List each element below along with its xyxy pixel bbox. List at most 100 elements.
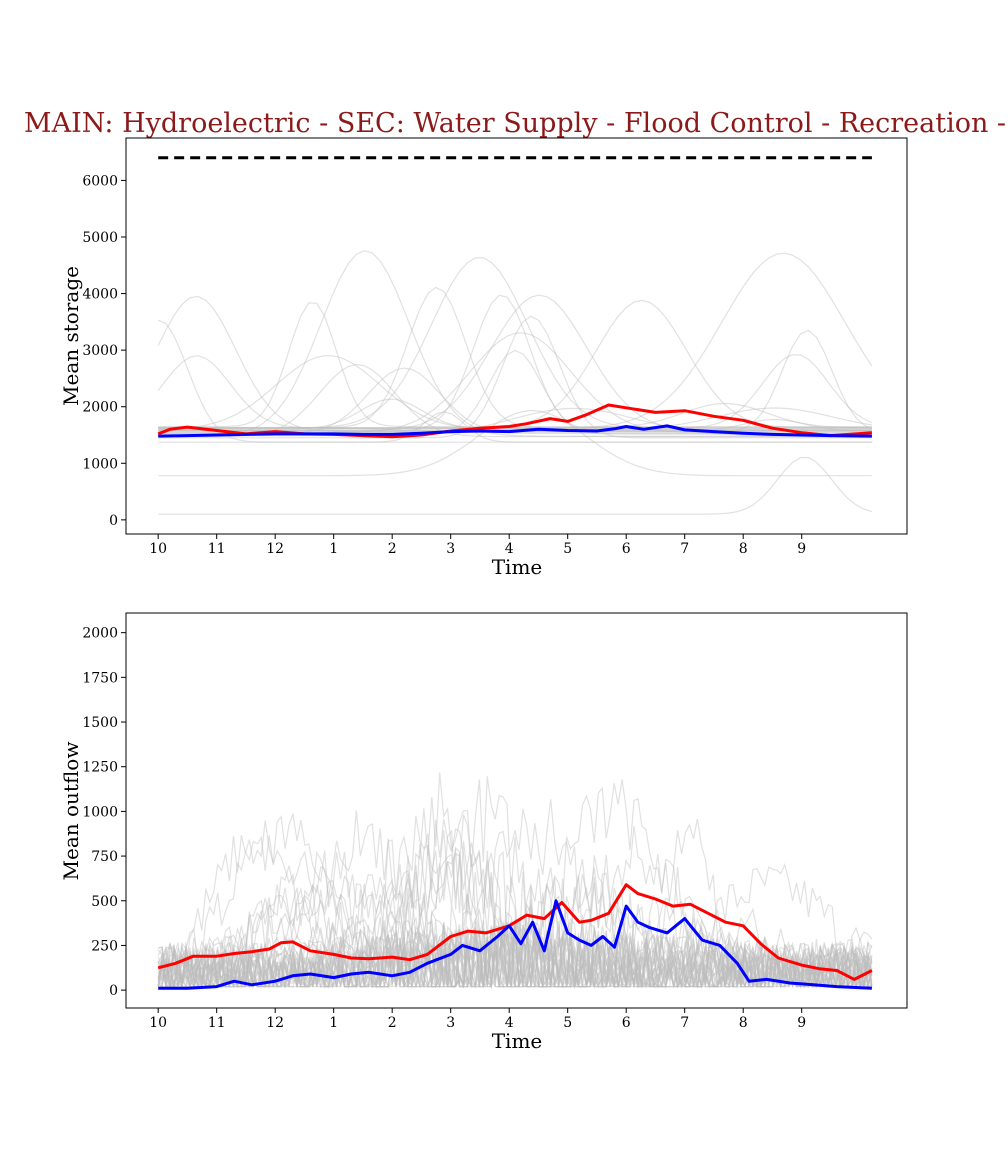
x-tick-label: 5 — [563, 1015, 572, 1031]
storage-ensemble-trace — [158, 252, 873, 430]
x-tick-label: 11 — [208, 1015, 226, 1031]
storage-panel: 10 11 12 1 2 3 4 5 6 7 8 9 010002000300040005000600… — [59, 137, 908, 579]
outflow-ensemble-trace — [157, 813, 873, 989]
storage-ensemble-trace — [158, 411, 872, 443]
outflow-ensemble-trace — [157, 874, 873, 989]
x-tick-label: 1 — [329, 1015, 338, 1031]
storage-ensemble-trace — [158, 403, 872, 429]
storage-median-line — [158, 424, 872, 438]
y-tick-label: 0 — [109, 983, 118, 999]
outflow-ensemble-trace — [158, 829, 873, 989]
x-tick-label: 3 — [446, 1015, 455, 1031]
outflow-ensemble-trace — [157, 779, 873, 989]
outflow-ensemble-trace — [157, 862, 873, 989]
outflow-ensemble-trace — [157, 850, 873, 988]
outflow-ensemble-trace — [157, 940, 872, 989]
x-tick-label: 2 — [388, 1015, 397, 1031]
figure-title: MAIN: Hydroelectric - SEC: Water Supply … — [24, 108, 1006, 139]
outflow-ensemble-lines — [157, 772, 873, 989]
outflow-ensemble-trace — [157, 925, 873, 989]
outflow-panel: 10 11 12 1 2 3 4 5 6 7 8 9 025050075010001250150017… — [59, 612, 908, 1053]
storage-ensemble-lines — [157, 250, 873, 515]
storage-ensemble-trace — [158, 332, 872, 434]
x-tick-label: 10 — [149, 1015, 167, 1031]
x-tick-label: 11 — [208, 541, 226, 557]
x-tick-label: 10 — [149, 541, 167, 557]
outflow-ensemble-trace — [157, 926, 873, 989]
storage-ensemble-trace — [158, 398, 872, 430]
outflow-ensemble-trace — [157, 894, 873, 989]
storage-x-axis: 10 11 12 1 2 3 4 5 6 7 8 9 — [149, 534, 806, 557]
y-tick-label: 1000 — [82, 804, 118, 820]
x-tick-label: 7 — [680, 1015, 689, 1031]
storage-ensemble-trace — [157, 355, 872, 429]
outflow-ensemble-trace — [157, 907, 873, 989]
storage-ensemble-trace — [157, 295, 872, 433]
storage-ensemble-trace — [158, 355, 872, 431]
storage-plot-area — [157, 156, 873, 439]
outflow-y-axis: 0 250 500 750 1000 1250 1500 1750 2000 — [82, 626, 126, 999]
outflow-x-axis: 10 11 12 1 2 3 4 5 6 7 8 9 — [149, 1008, 806, 1031]
x-tick-label: 6 — [622, 541, 631, 557]
y-tick-label: 1500 — [82, 715, 118, 731]
outflow-ensemble-trace — [158, 921, 873, 989]
outflow-ensemble-trace — [157, 867, 873, 989]
outflow-ensemble-trace — [157, 842, 873, 989]
outflow-ensemble-trace — [157, 894, 873, 989]
y-tick-label: 1750 — [82, 670, 118, 686]
outflow-x-axis-label: Time — [492, 1029, 543, 1053]
outflow-y-axis-label: Mean outflow — [59, 742, 83, 881]
outflow-ensemble-trace — [157, 818, 873, 989]
outflow-mean-line — [157, 883, 873, 981]
x-tick-label: 7 — [680, 541, 689, 557]
storage-ensemble-trace — [158, 315, 872, 439]
y-tick-label: 0 — [109, 513, 118, 529]
y-tick-label: 3000 — [82, 343, 118, 359]
storage-axes-frame — [125, 137, 908, 535]
y-tick-label: 4000 — [82, 287, 118, 303]
storage-ensemble-trace — [157, 319, 872, 443]
storage-ensemble-trace — [158, 363, 872, 438]
outflow-ensemble-trace — [157, 901, 873, 989]
x-tick-label: 8 — [739, 541, 748, 557]
x-tick-label: 12 — [266, 541, 284, 557]
x-tick-label: 8 — [739, 1015, 748, 1031]
outflow-median-line — [158, 899, 872, 990]
outflow-ensemble-trace — [157, 810, 873, 989]
storage-ensemble-trace — [158, 294, 872, 432]
x-tick-label: 4 — [505, 541, 514, 557]
storage-ensemble-trace — [158, 250, 872, 437]
storage-ensemble-trace — [158, 407, 872, 437]
outflow-ensemble-trace — [157, 883, 873, 989]
y-tick-label: 5000 — [82, 230, 118, 246]
y-tick-label: 2000 — [82, 626, 118, 642]
outflow-ensemble-trace — [157, 818, 873, 989]
x-tick-label: 9 — [797, 1015, 806, 1031]
y-tick-label: 1000 — [82, 456, 118, 472]
outflow-ensemble-trace — [157, 855, 873, 989]
storage-ensemble-trace — [158, 354, 873, 429]
y-tick-label: 750 — [91, 849, 118, 865]
outflow-plot-area — [157, 883, 873, 990]
x-tick-label: 2 — [388, 541, 397, 557]
x-tick-label: 4 — [505, 1015, 514, 1031]
x-tick-label: 9 — [797, 541, 806, 557]
x-tick-label: 3 — [446, 541, 455, 557]
outflow-axes-frame — [125, 612, 908, 1009]
y-tick-label: 1250 — [82, 760, 118, 776]
storage-ensemble-trace — [158, 257, 872, 429]
outflow-ensemble-trace — [158, 934, 872, 989]
outflow-ensemble-trace — [157, 776, 873, 989]
outflow-ensemble-trace — [157, 835, 872, 989]
storage-x-axis-label: Time — [492, 555, 543, 579]
x-tick-label: 12 — [266, 1015, 284, 1031]
storage-y-axis: 0 1000 2000 3000 4000 5000 6000 — [82, 173, 126, 529]
storage-ensemble-trace — [158, 286, 872, 429]
x-tick-label: 5 — [563, 541, 572, 557]
x-tick-label: 6 — [622, 1015, 631, 1031]
storage-ensemble-trace — [158, 456, 873, 515]
storage-ensemble-trace — [158, 409, 872, 477]
storage-y-axis-label: Mean storage — [59, 266, 83, 406]
y-tick-label: 250 — [91, 938, 118, 954]
